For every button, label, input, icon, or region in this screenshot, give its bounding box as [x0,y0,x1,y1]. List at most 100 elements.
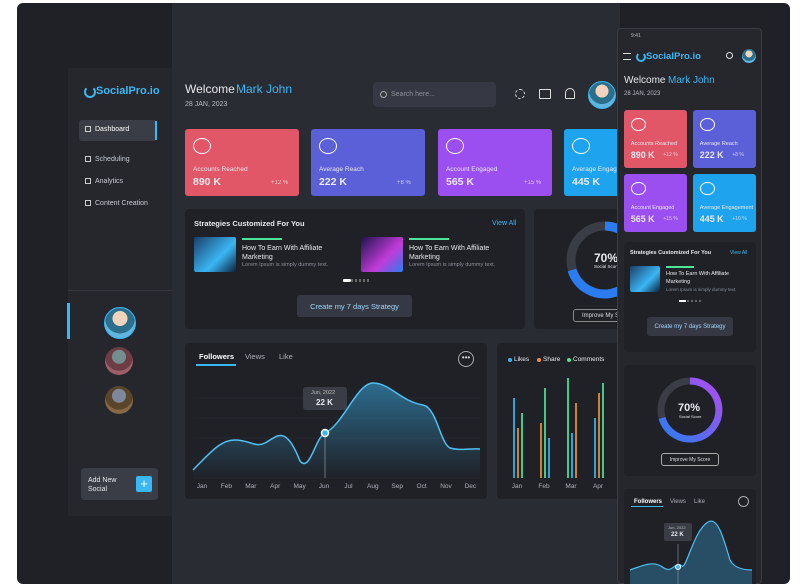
nav-item[interactable]: Dashboard [95,126,130,133]
date: 28 JAN, 2023 [624,91,661,97]
month-label: Apr [270,483,281,490]
strategy-desc: Lorem Ipsum is simply dummy text. [242,262,329,268]
search-placeholder: Search here... [391,91,435,98]
bar-decoration [517,428,519,478]
month-label: Aug [367,483,379,490]
nav-item[interactable]: Scheduling [95,156,130,163]
decoration [679,300,686,302]
brand: SocialPro.io [646,51,701,62]
account-avatar [105,386,133,414]
profile-avatar[interactable] [742,49,756,63]
chart-tab[interactable]: Followers [199,352,235,361]
search-icon[interactable] [726,52,733,59]
month-label: Feb [538,483,550,490]
followers-area [630,521,752,584]
stat-icon [193,138,211,154]
stat-label: Account Engaged [446,166,498,173]
score-ring-arc [567,221,620,299]
sidebar-divider [68,290,172,291]
stat-value: 890 K [630,149,655,160]
nav-item[interactable]: Analytics [95,178,124,185]
bar-decoration [540,423,542,478]
month-label: Dec [464,483,477,490]
add-social-label: Add New Social [88,477,117,494]
month-label: Feb [220,483,232,490]
view-all[interactable]: View All [492,220,517,227]
month-label: May [293,483,306,490]
add-icon[interactable]: + [136,476,152,492]
month-label: Apr [592,483,604,490]
tab-underline [631,506,663,507]
chart-tab[interactable]: Like [694,499,706,505]
stat-label: Average Engagement [699,205,754,212]
bar-decoration [521,413,523,478]
strategy-image [630,266,660,292]
user-name: Mark John [236,82,293,96]
tooltip-value: 22 K [316,398,333,407]
strategy-progress [409,238,449,240]
profile-avatar[interactable] [588,81,616,109]
bar-decoration [544,388,546,478]
improve-score-button[interactable]: Improve My Score [661,453,719,466]
followers-area [193,383,480,478]
month-label: Jan [511,483,523,490]
bell-icon[interactable] [565,88,575,99]
date: 28 JAN, 2023 [185,101,228,108]
nav-icon [85,126,91,132]
chart-tab[interactable]: Followers [634,499,663,505]
stat-value: 222 K [319,176,348,188]
more-button[interactable]: ••• [458,351,474,367]
active-indicator [67,303,70,339]
bar-decoration [602,383,604,478]
create-strategy-button[interactable]: Create my 7 days Strategy [297,295,412,317]
more-button[interactable] [738,496,749,507]
mail-icon[interactable] [539,89,551,99]
stat-change: +10 % [732,216,747,223]
stat-value: 445 K [699,213,724,224]
nav-item[interactable]: Content Creation [95,200,148,207]
stat-label: Accounts Reached [193,166,248,173]
score-label: Social Score [679,414,702,419]
chart-tab[interactable]: Like [279,352,293,361]
month-label: Oct [416,483,427,490]
month-label: Sep [391,483,403,490]
bar-decoration [513,398,515,478]
bar-decoration [575,403,577,478]
menu-icon[interactable] [623,53,631,60]
month-label: Jan [196,483,208,490]
strategy-title: How To Earn With Affiliate Marketing [409,245,490,261]
stat-value: 890 K [193,176,222,188]
strategy-title: How To Earn With Affiliate Marketing [666,271,730,285]
stat-icon [699,181,716,196]
view-all[interactable]: View All [730,250,748,256]
improve-score-button[interactable]: Improve My Score [573,309,620,322]
logo-icon [84,86,96,98]
nav-active-bar [155,121,157,140]
settings-icon[interactable] [515,89,525,99]
search-box[interactable] [373,82,496,107]
strategy-image [194,237,236,272]
bar-decoration [567,378,569,478]
carousel-dots [679,300,701,302]
legend-dot [537,358,541,362]
hover-point [320,428,330,438]
status-time: 9:41 [631,33,641,39]
stat-value: 445 K [572,176,601,188]
tooltip [303,387,347,410]
stat-change: +12 % [663,152,678,159]
create-strategy-button[interactable]: Create my 7 days Strategy [647,317,733,336]
stat-change: +12 % [271,180,289,186]
nav-icon [85,200,91,206]
stat-change: +15 % [524,180,542,186]
chart-tab[interactable]: Views [245,352,265,361]
stat-label: Average Reach [319,166,364,173]
month-label: Mar [245,483,257,490]
nav-icon [85,156,91,162]
score-ring-arc [658,377,723,443]
strategy-desc: Lorem Ipsum is simply dummy text. [409,262,496,268]
followers-line [629,520,753,571]
score-ring [657,377,723,443]
chart-tab[interactable]: Views [670,499,686,505]
stat-icon [446,138,464,154]
stat-label: Account Engaged [630,205,675,212]
